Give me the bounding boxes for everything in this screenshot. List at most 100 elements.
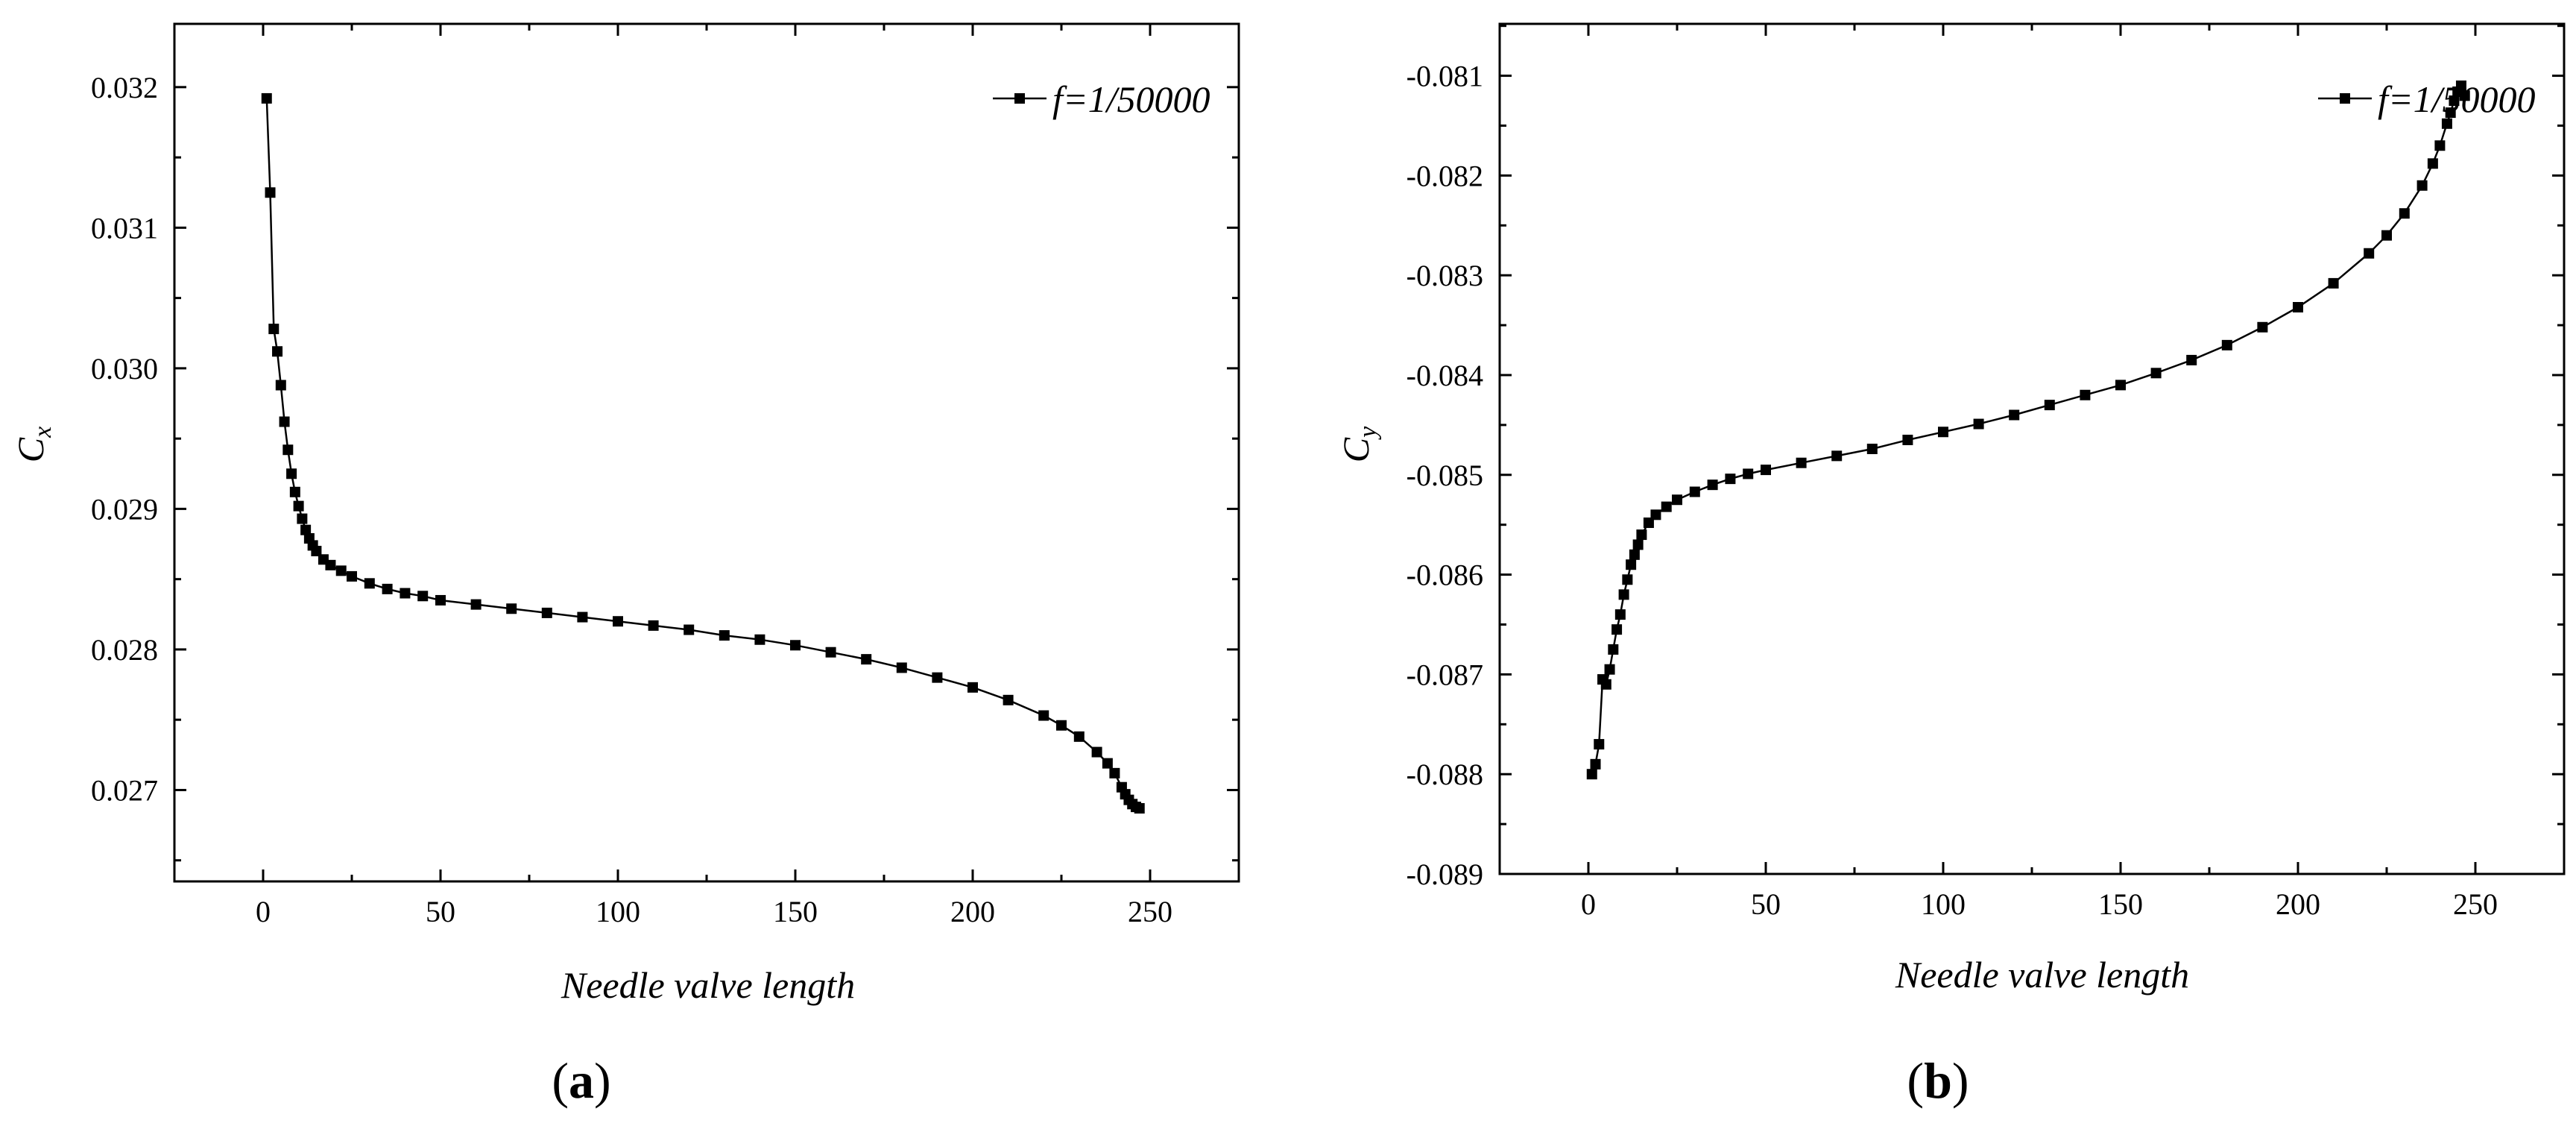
plot-a-data-point (335, 565, 347, 576)
panel-a: 0 50 100 150 200 250 0.027 0.028 0.029 0.030 0.031… (10, 22, 1240, 1109)
plot-b-data-point (1902, 434, 1913, 445)
plot-a-y-tick-label: 0.029 (91, 492, 158, 526)
plot-b-data-point (2427, 158, 2438, 169)
plot-b-x-tick-label: 250 (2453, 887, 2498, 921)
plot-b-data-point (1604, 664, 1615, 675)
plot-a-x-tick-label: 150 (773, 895, 818, 928)
plot-b-data-point (2445, 107, 2456, 119)
plot-b-data-point (1661, 501, 1672, 512)
plot-b-data-point (1725, 474, 1736, 485)
plot-b-data-point (1643, 518, 1654, 529)
plot-a-data-point (896, 662, 907, 673)
plot-a-data-point (272, 346, 283, 357)
plot-b-data-point (2080, 389, 2091, 400)
plot-a-data-point (400, 588, 411, 599)
plot-a-legend-label: f=1/50000 (1052, 78, 1210, 120)
plot-a-data-point (286, 468, 297, 479)
plot-b-data-point (2459, 90, 2470, 101)
plot-b-series-line (1591, 84, 2466, 775)
plot-b-y-tick-label: -0.082 (1407, 159, 1483, 192)
plot-b-y-tick-label: -0.083 (1407, 259, 1483, 292)
plot-b-y-tick-label: -0.085 (1407, 459, 1483, 492)
plot-a-y-tick-label: 0.030 (91, 352, 158, 386)
plot-a-data-point (279, 416, 290, 427)
plot-b-data-point (1866, 444, 1878, 454)
plot-b-data-point (1611, 624, 1623, 635)
plot-b-data-point (1629, 549, 1640, 560)
plot-a-x-tick-label: 100 (596, 895, 640, 928)
plot-a-data-point (1038, 710, 1049, 721)
plot-b-data-point (2257, 321, 2268, 333)
plot-a-x-tick-label: 200 (950, 895, 995, 928)
plot-a-y-tick-label: 0.028 (91, 633, 158, 667)
plot-b-data-point (1608, 644, 1619, 655)
plot-b-data-point (1650, 509, 1661, 520)
panel-a-label: (a) (552, 1052, 610, 1109)
plot-a-data-point (1056, 720, 1067, 731)
plot-a-y-tick-label: 0.032 (91, 71, 158, 104)
plot-b-y-tick-label: -0.088 (1407, 758, 1483, 791)
plot-a-legend-marker (1014, 93, 1025, 104)
plot-b-data-point (2434, 140, 2446, 151)
plot-b-data-point (1973, 418, 1984, 430)
plot-a-data-point (719, 630, 730, 641)
plot-b-chart: 0 50 100 150 200 250 -0.089 -0.088 -0.087 -0.086 -… (1407, 22, 2566, 921)
plot-a-y-tick-label: 0.027 (91, 773, 158, 807)
plot-b-y-tick-label: -0.089 (1407, 858, 1483, 891)
plot-b-frame (1498, 22, 2566, 875)
plot-b-x-tick-label: 200 (2276, 887, 2320, 921)
panel-b: 0 50 100 150 200 250 -0.089 -0.088 -0.087 -0.086 -… (1335, 22, 2566, 1109)
plot-b-data-point (1831, 450, 1843, 462)
plot-a-data-point (506, 603, 517, 614)
plot-b-data-point (1632, 539, 1644, 550)
plot-a-x-tick-label: 0 (256, 895, 271, 928)
plot-b-data-point (2009, 409, 2020, 421)
plot-b-data-point (1689, 486, 1700, 497)
plot-b-data-point (2044, 400, 2055, 411)
plot-a-x-axis-label: Needle valve length (561, 964, 855, 1006)
plot-a-data-point (648, 620, 659, 631)
plot-a-data-point (790, 640, 801, 651)
plot-a-data-point (268, 324, 280, 335)
plot-a-data-point (684, 624, 695, 635)
plot-a-data-point (311, 545, 322, 556)
plot-b-data-point (2399, 208, 2410, 219)
plot-a-chart: 0 50 100 150 200 250 0.027 0.028 0.029 0.030 0.031… (91, 22, 1240, 928)
plot-b-data-point (1636, 529, 1647, 541)
plot-b-data-point (2416, 180, 2428, 191)
plot-b-data-point (1622, 574, 1633, 585)
plot-b-data-point (2328, 277, 2339, 289)
plot-b-x-axis-label: Needle valve length (1895, 954, 2189, 996)
plot-a-data-point (289, 486, 300, 497)
plot-b-data-point (1618, 589, 1629, 600)
plot-b-x-tick-label: 50 (1751, 887, 1781, 921)
panel-b-label: (b) (1907, 1052, 1969, 1109)
plot-a-data-point (1134, 802, 1145, 814)
plot-b-data-point (1672, 494, 1682, 506)
plot-b-data-point (2150, 368, 2162, 379)
plot-b-data-point (1761, 465, 1771, 476)
plot-a-data-point (282, 444, 294, 456)
plot-a-data-point (754, 634, 765, 645)
plot-b-data-point (1590, 758, 1601, 770)
plot-a-series-line (265, 98, 1140, 810)
plot-a-data-point (1109, 767, 1120, 779)
plot-b-data-point (1938, 427, 1948, 438)
plot-b-data-point (2381, 230, 2392, 241)
plot-a-data-point (861, 654, 872, 665)
plot-a-data-point (1003, 694, 1014, 705)
plot-a-data-point (1073, 731, 1085, 742)
plot-b-x-tick-label: 0 (1581, 887, 1596, 921)
plot-b-data-point (2455, 80, 2466, 91)
plot-a-data-point (347, 570, 357, 582)
plot-b-x-tick-label: 150 (2098, 887, 2143, 921)
plot-b-data-point (1586, 769, 1597, 780)
plot-a-data-point (435, 594, 446, 606)
plot-b-legend-label: f=1/50000 (2378, 78, 2536, 120)
plot-a-data-point (382, 583, 393, 594)
plot-b-x-tick-label: 100 (1921, 887, 1966, 921)
plot-a-data-point (1102, 758, 1113, 769)
plot-b-data-point (1796, 457, 1807, 468)
plot-a-data-point (541, 607, 552, 618)
